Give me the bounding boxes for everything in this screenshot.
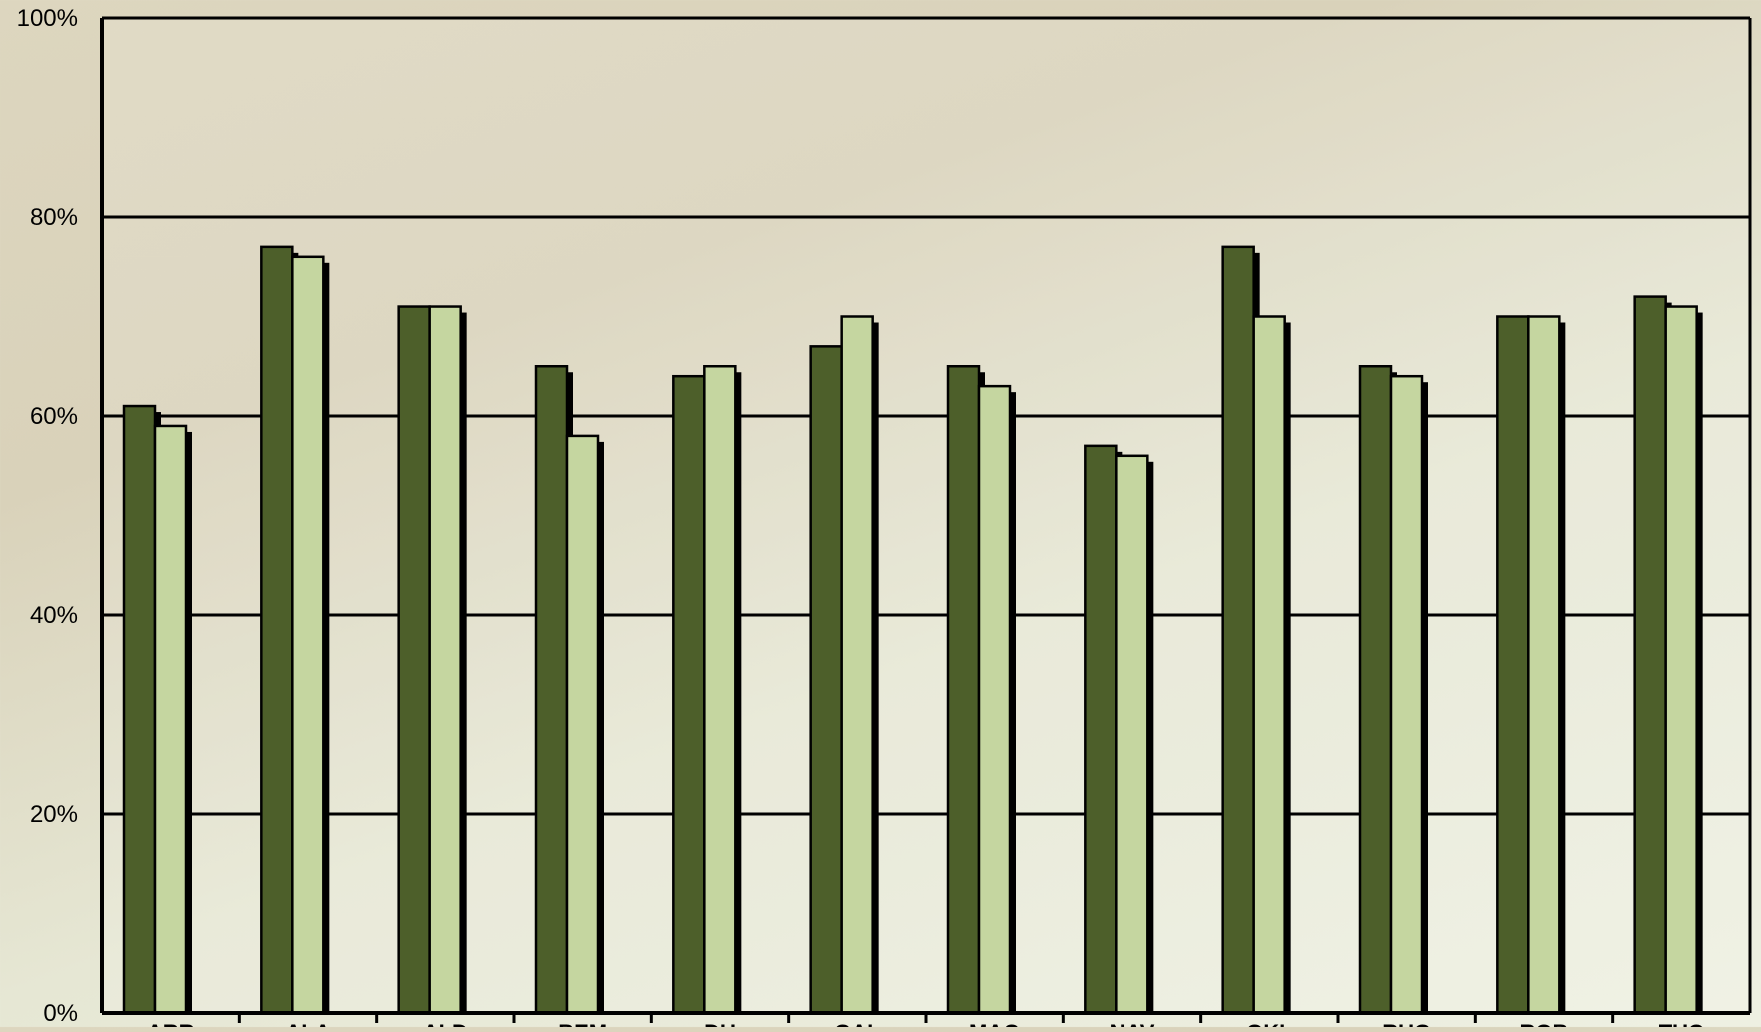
bar-series-1-okl bbox=[1221, 245, 1255, 1015]
bar-series-2-ald bbox=[428, 305, 462, 1015]
bar-series-1-gal bbox=[809, 345, 843, 1015]
bar-series-2-tuc bbox=[1664, 305, 1698, 1015]
bar-series-2-nav bbox=[1115, 454, 1149, 1015]
x-tick-label: GAL bbox=[834, 1020, 880, 1027]
bar-series-1-ala bbox=[260, 245, 294, 1015]
bars bbox=[122, 245, 1703, 1015]
bar-series-2-ala bbox=[291, 255, 325, 1015]
bar-series-1-bem bbox=[534, 365, 569, 1015]
x-tick-label: ROB bbox=[1520, 1020, 1569, 1027]
bar-series-1-du bbox=[672, 374, 706, 1015]
bar-series-1-arr bbox=[122, 404, 157, 1015]
bar-series-2-maq bbox=[977, 384, 1012, 1015]
x-tick-label: ALD bbox=[423, 1020, 468, 1027]
x-tick-label: OKL bbox=[1246, 1020, 1292, 1027]
y-tick-labels: 0% 20% 40% 60% 80% 100% bbox=[17, 5, 78, 1027]
x-tick-label: ALA bbox=[285, 1020, 330, 1027]
bar-series-2-okl bbox=[1252, 315, 1286, 1015]
y-tick-label: 60% bbox=[30, 403, 78, 430]
bar-series-2-gal bbox=[840, 315, 874, 1015]
bar-series-2-rug bbox=[1389, 374, 1424, 1015]
y-tick-label: 40% bbox=[30, 602, 78, 629]
x-tick-label: BEM bbox=[558, 1020, 607, 1027]
bar-series-2-du bbox=[703, 365, 737, 1015]
x-tick-label: MAQ bbox=[969, 1020, 1020, 1027]
y-tick-label: 100% bbox=[17, 5, 78, 32]
bar-series-1-rug bbox=[1358, 365, 1393, 1015]
axes bbox=[100, 18, 1752, 1023]
x-tick-label: ARR bbox=[147, 1020, 195, 1027]
x-tick-label: RUG bbox=[1382, 1020, 1431, 1027]
bar-series-2-rob bbox=[1527, 315, 1561, 1015]
x-tick-label: TUC bbox=[1659, 1020, 1704, 1027]
y-tick-label: 80% bbox=[30, 204, 78, 231]
y-tick-label: 0% bbox=[43, 1000, 78, 1027]
x-tick-label: DU bbox=[704, 1020, 736, 1027]
bar-series-1-rob bbox=[1496, 315, 1530, 1015]
bar-series-2-bem bbox=[565, 434, 600, 1015]
bar-series-1-maq bbox=[946, 365, 981, 1015]
x-tick-label: NAV bbox=[1110, 1020, 1155, 1027]
bar-series-1-tuc bbox=[1633, 295, 1667, 1015]
bar-series-1-nav bbox=[1084, 444, 1118, 1015]
bar-series-2-arr bbox=[153, 424, 188, 1015]
y-tick-label: 20% bbox=[30, 801, 78, 828]
plot-area-background bbox=[102, 18, 1750, 1013]
bar-series-1-ald bbox=[397, 305, 431, 1015]
